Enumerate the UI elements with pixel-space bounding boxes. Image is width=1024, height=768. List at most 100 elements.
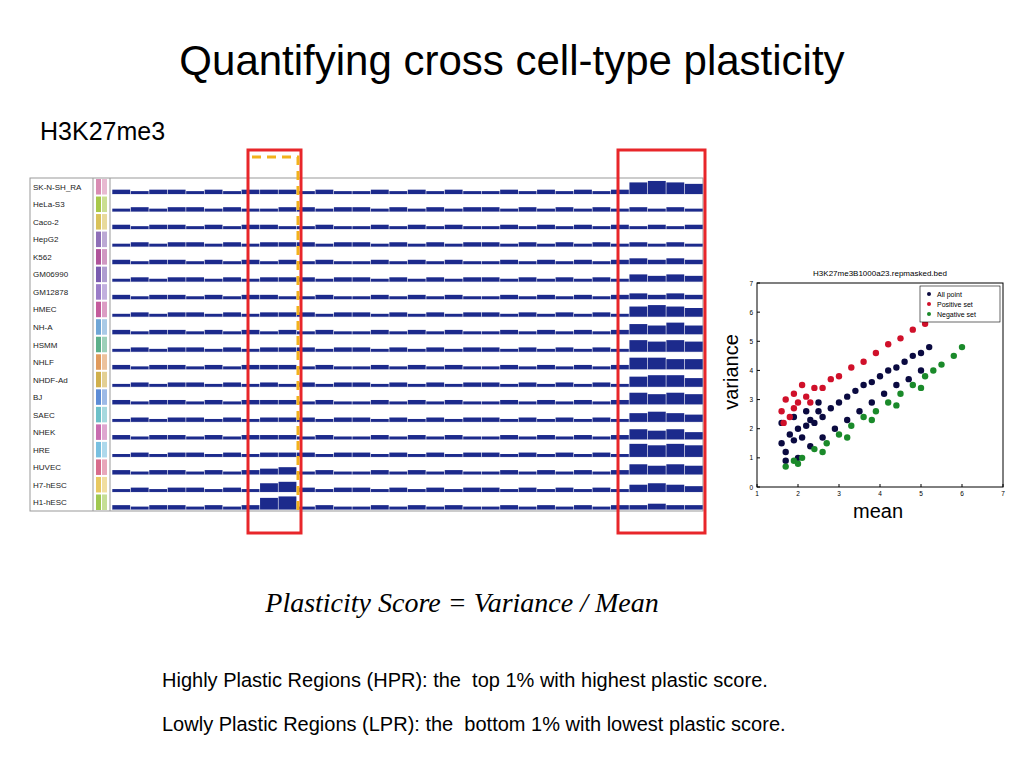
signal-bar bbox=[260, 365, 278, 369]
point bbox=[836, 373, 842, 379]
signal-bar bbox=[242, 365, 260, 369]
signal-bar bbox=[279, 418, 297, 422]
signal-bar bbox=[592, 488, 610, 492]
signal-bar bbox=[334, 347, 352, 351]
signal-bar bbox=[334, 366, 352, 369]
signal-bar bbox=[574, 330, 592, 334]
signal-bar bbox=[666, 359, 684, 369]
point bbox=[910, 326, 916, 332]
signal-bar bbox=[260, 400, 278, 404]
x-tick-label: 5 bbox=[919, 490, 923, 497]
track-color bbox=[96, 267, 101, 283]
signal-bar bbox=[279, 482, 297, 492]
track-color bbox=[102, 249, 107, 265]
signal-bar bbox=[445, 349, 463, 352]
signal-bar bbox=[445, 400, 463, 404]
signal-bar bbox=[463, 191, 481, 194]
signal-bar bbox=[352, 277, 370, 281]
signal-bar bbox=[131, 277, 149, 281]
signal-bar bbox=[445, 209, 463, 212]
signal-bar bbox=[131, 488, 149, 492]
point bbox=[795, 426, 801, 432]
point bbox=[910, 382, 916, 388]
point bbox=[828, 376, 834, 382]
signal-bar bbox=[463, 488, 481, 492]
signal-bar bbox=[537, 489, 555, 492]
signal-bar bbox=[519, 436, 537, 439]
signal-bar bbox=[426, 331, 444, 334]
signal-bar bbox=[149, 244, 167, 247]
signal-bar bbox=[592, 366, 610, 369]
signal-bar bbox=[205, 505, 223, 509]
signal-bar bbox=[556, 453, 574, 457]
signal-bar bbox=[112, 419, 130, 422]
track-color bbox=[96, 477, 101, 493]
point bbox=[799, 382, 805, 388]
signal-bar bbox=[426, 507, 444, 510]
track-color bbox=[102, 337, 107, 353]
signal-bar bbox=[168, 225, 186, 229]
signal-bar bbox=[629, 242, 647, 246]
signal-bar bbox=[556, 191, 574, 194]
signal-bar bbox=[205, 279, 223, 282]
signal-bar bbox=[168, 242, 186, 246]
signal-bar bbox=[131, 382, 149, 386]
signal-bar bbox=[556, 331, 574, 334]
track-signal bbox=[112, 225, 702, 229]
signal-bar bbox=[426, 312, 444, 316]
signal-bar bbox=[223, 366, 241, 369]
point bbox=[815, 408, 821, 414]
signal-bar bbox=[629, 444, 647, 457]
signal-bar bbox=[371, 349, 389, 352]
signal-bar bbox=[482, 488, 500, 492]
signal-bar bbox=[334, 242, 352, 246]
signal-bar bbox=[519, 418, 537, 422]
signal-bar bbox=[352, 312, 370, 316]
signal-bar bbox=[648, 295, 666, 299]
track-color bbox=[102, 197, 107, 213]
signal-bar bbox=[556, 366, 574, 369]
point bbox=[918, 367, 924, 373]
track-name: NHLF bbox=[33, 358, 54, 367]
signal-bar bbox=[315, 330, 333, 334]
signal-bar bbox=[279, 190, 297, 194]
signal-bar bbox=[519, 207, 537, 211]
point bbox=[795, 399, 801, 405]
signal-bar bbox=[574, 435, 592, 439]
track-color bbox=[96, 442, 101, 458]
signal-bar bbox=[629, 485, 647, 492]
signal-bar bbox=[186, 401, 204, 404]
signal-bar bbox=[186, 296, 204, 299]
signal-bar bbox=[223, 312, 241, 316]
signal-bar bbox=[389, 453, 407, 457]
signal-bar bbox=[334, 472, 352, 475]
track-name: NHDF-Ad bbox=[33, 376, 68, 385]
signal-bar bbox=[519, 382, 537, 386]
track-name: GM12878 bbox=[33, 288, 69, 297]
signal-bar bbox=[482, 277, 500, 281]
signal-bar bbox=[334, 382, 352, 386]
signal-bar bbox=[537, 435, 555, 439]
signal-bar bbox=[131, 366, 149, 369]
signal-bar bbox=[205, 435, 223, 439]
signal-bar bbox=[279, 260, 297, 264]
signal-bar bbox=[592, 242, 610, 246]
track-color bbox=[96, 249, 101, 265]
signal-bar bbox=[389, 226, 407, 229]
signal-bar bbox=[223, 382, 241, 386]
point bbox=[893, 364, 899, 370]
y-axis-label: variance bbox=[720, 334, 742, 410]
point bbox=[783, 463, 789, 469]
point bbox=[819, 385, 825, 391]
signal-bar bbox=[168, 435, 186, 439]
signal-bar bbox=[223, 418, 241, 422]
signal-bar bbox=[408, 365, 426, 369]
signal-bar bbox=[131, 191, 149, 194]
signal-bar bbox=[666, 429, 684, 439]
signal-bar bbox=[315, 349, 333, 352]
signal-bar bbox=[149, 190, 167, 194]
y-tick-label: 3 bbox=[749, 396, 753, 403]
signal-bar bbox=[186, 312, 204, 316]
signal-bar bbox=[592, 382, 610, 386]
signal-bar bbox=[445, 330, 463, 334]
